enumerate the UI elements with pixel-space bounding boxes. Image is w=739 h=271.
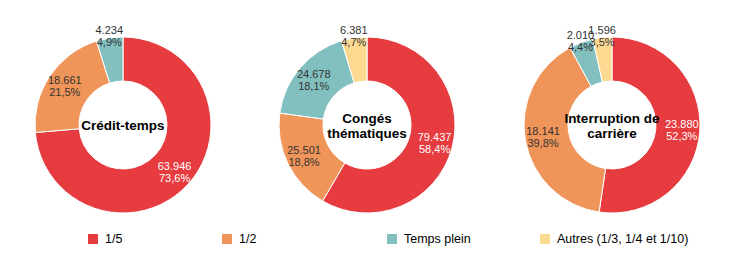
- title-line: Crédit-temps: [81, 118, 164, 133]
- donut-chart: [524, 37, 700, 213]
- share-label: 18,1%: [298, 80, 329, 92]
- donut-slice: [96, 37, 123, 83]
- chart-title: Interruption decarrière: [564, 111, 660, 141]
- share-label: 18,8%: [288, 156, 319, 168]
- donut-chart: [279, 37, 455, 213]
- data-label: 24.678: [297, 68, 331, 80]
- share-label: 21,5%: [49, 86, 80, 98]
- data-label: 25.501: [287, 144, 321, 156]
- title-line: Interruption de: [564, 111, 660, 126]
- legend-swatch: [387, 234, 397, 244]
- chart-root: Crédit-temps63.94673,6%18.66121,5%4.2344…: [0, 0, 739, 271]
- legend-label: Autres (1/3, 1/4 et 1/10): [557, 232, 688, 246]
- legend-label: 1/5: [105, 232, 122, 246]
- title-line: Congés: [342, 111, 392, 126]
- data-label: 1.596: [588, 24, 616, 36]
- share-label: 4,9%: [97, 36, 122, 48]
- share-label: 73,6%: [159, 172, 190, 184]
- legend-label: 1/2: [239, 232, 256, 246]
- data-label: 6.381: [340, 24, 368, 36]
- share-label: 39,8%: [527, 137, 558, 149]
- share-label: 4,7%: [341, 36, 366, 48]
- title-line: thématiques: [327, 126, 407, 141]
- data-label: 4.234: [96, 24, 124, 36]
- chart-title: Crédit-temps: [81, 118, 164, 133]
- data-label: 79.437: [418, 131, 452, 143]
- legend-swatch: [540, 234, 550, 244]
- data-label: 18.141: [526, 125, 560, 137]
- legend-swatch: [88, 234, 98, 244]
- share-label: 58,4%: [419, 143, 450, 155]
- data-label: 23.880: [665, 118, 699, 130]
- title-line: carrière: [587, 126, 637, 141]
- data-label: 63.946: [158, 160, 192, 172]
- chart-svg: Crédit-temps63.94673,6%18.66121,5%4.2344…: [0, 0, 739, 271]
- legend-swatch: [222, 234, 232, 244]
- chart-title: Congésthématiques: [327, 111, 407, 141]
- share-label: 3,5%: [590, 36, 615, 48]
- donut-chart: [35, 37, 211, 213]
- legend-label: Temps plein: [404, 232, 471, 246]
- data-label: 18.661: [48, 74, 82, 86]
- donut-slice: [280, 41, 354, 119]
- donut-slice: [35, 37, 211, 213]
- share-label: 52,3%: [666, 130, 697, 142]
- legend: 1/5 1/2 Temps plein Autres (1/3, 1/4 et 1/1…: [88, 232, 688, 246]
